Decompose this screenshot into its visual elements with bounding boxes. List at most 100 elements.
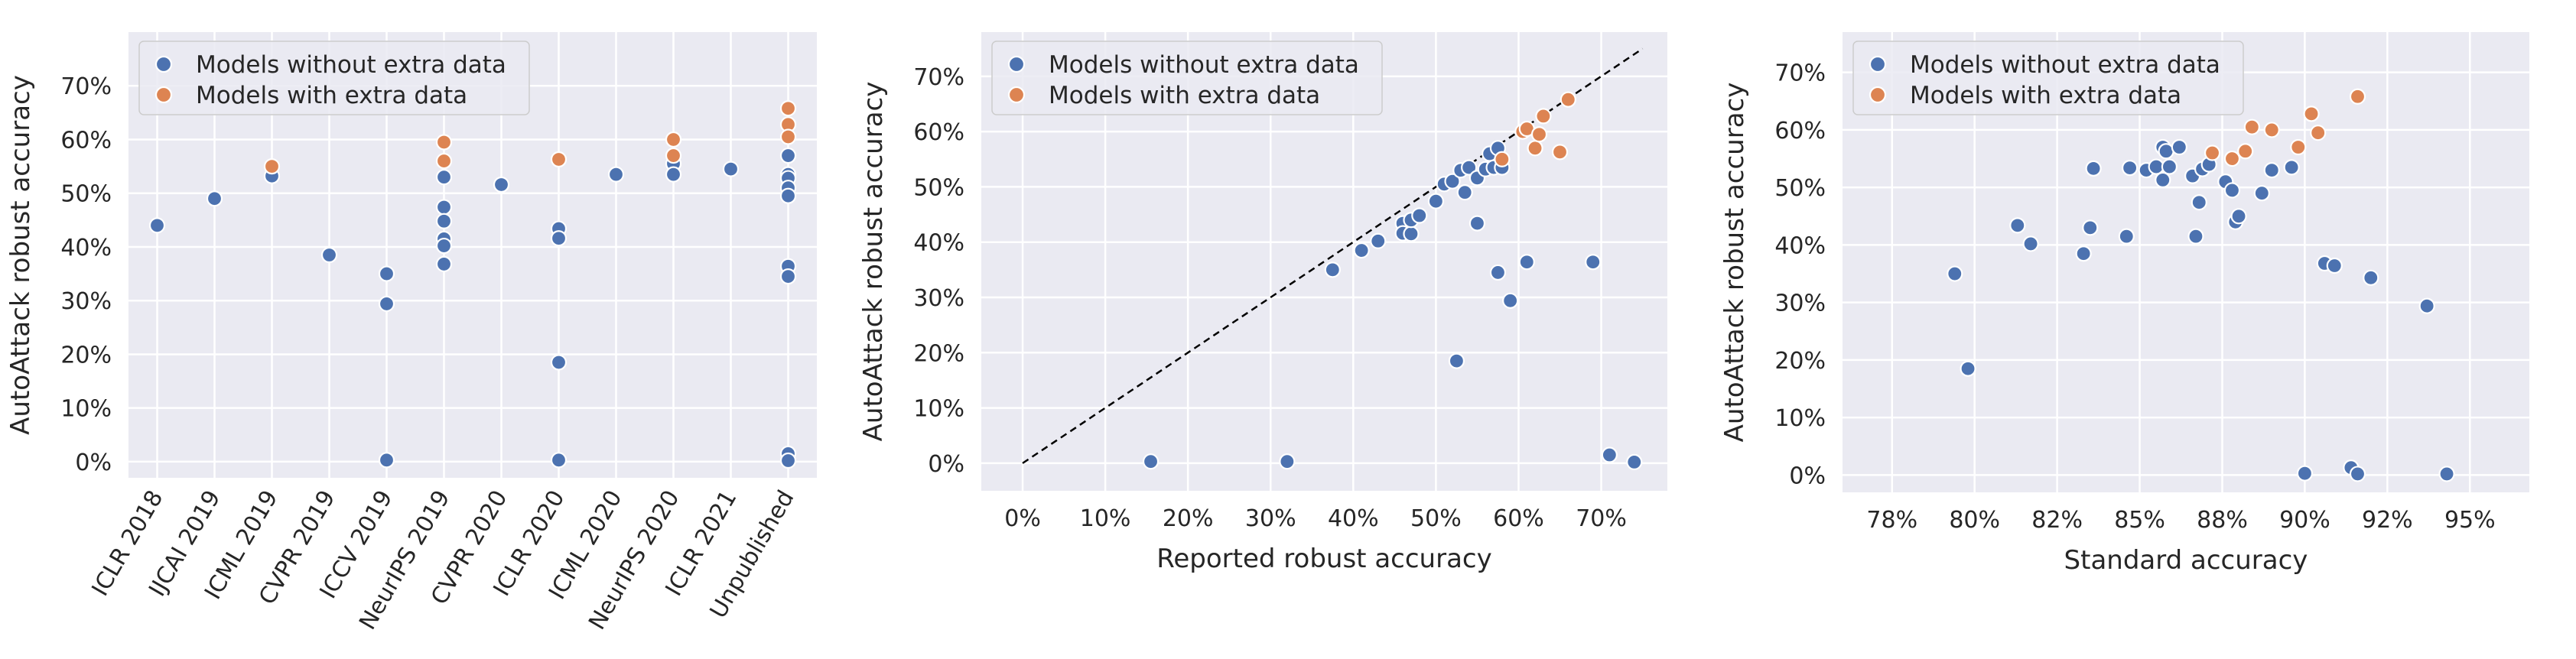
point-without-extra-data bbox=[2161, 158, 2178, 175]
y-tick-label: 70% bbox=[1774, 60, 1826, 87]
y-axis-label: AutoAttack robust accuracy bbox=[1719, 83, 1750, 443]
y-tick-label: 60% bbox=[913, 119, 964, 146]
y-tick-label: 10% bbox=[1774, 405, 1826, 432]
point-without-extra-data bbox=[206, 190, 223, 207]
legend-marker-with-extra-data bbox=[154, 86, 173, 104]
point-without-extra-data bbox=[1444, 173, 1461, 190]
point-without-extra-data bbox=[2418, 297, 2435, 314]
legend bbox=[991, 41, 1383, 115]
point-without-extra-data bbox=[2118, 228, 2135, 245]
point-without-extra-data bbox=[779, 452, 797, 469]
point-with-extra-data bbox=[2310, 125, 2327, 141]
point-without-extra-data bbox=[2363, 269, 2379, 286]
point-without-extra-data bbox=[1324, 261, 1341, 278]
point-with-extra-data bbox=[2237, 143, 2254, 160]
point-without-extra-data bbox=[1502, 292, 1519, 309]
x-tick-label: 50% bbox=[1410, 505, 1462, 532]
x-axis-label: Reported robust accuracy bbox=[1156, 544, 1491, 574]
point-without-extra-data bbox=[2148, 158, 2165, 175]
point-without-extra-data bbox=[2263, 162, 2280, 179]
point-without-extra-data bbox=[435, 169, 453, 186]
point-without-extra-data bbox=[2283, 159, 2300, 176]
point-without-extra-data bbox=[779, 147, 797, 164]
x-axis-label: Standard accuracy bbox=[2064, 545, 2308, 576]
point-without-extra-data bbox=[2158, 143, 2174, 160]
point-without-extra-data bbox=[435, 199, 453, 216]
y-tick-label: 50% bbox=[913, 174, 964, 201]
legend-marker-without-extra-data bbox=[154, 55, 173, 73]
point-without-extra-data bbox=[2326, 257, 2343, 274]
point-without-extra-data bbox=[2438, 466, 2455, 482]
x-tick-label: 40% bbox=[1328, 505, 1379, 532]
point-with-extra-data bbox=[2290, 138, 2307, 156]
point-without-extra-data bbox=[1489, 264, 1507, 281]
x-tick-label: 92% bbox=[2362, 507, 2413, 534]
y-tick-label: 50% bbox=[60, 181, 112, 208]
point-with-extra-data bbox=[435, 152, 453, 170]
x-tick-label: 90% bbox=[2279, 507, 2330, 534]
legend-marker-without-extra-data bbox=[1869, 55, 1887, 73]
legend-label-without-extra-data: Models without extra data bbox=[1910, 51, 2220, 79]
point-without-extra-data bbox=[320, 246, 338, 264]
point-without-extra-data bbox=[1370, 232, 1387, 249]
point-without-extra-data bbox=[1456, 184, 1473, 201]
point-without-extra-data bbox=[1585, 254, 1602, 271]
point-without-extra-data bbox=[2085, 160, 2102, 177]
point-without-extra-data bbox=[2155, 171, 2171, 188]
point-with-extra-data bbox=[1560, 91, 1576, 108]
point-with-extra-data bbox=[665, 147, 682, 164]
legend-marker-without-extra-data bbox=[1007, 55, 1026, 73]
point-without-extra-data bbox=[1142, 453, 1160, 470]
x-tick-label: 95% bbox=[2444, 507, 2496, 534]
point-without-extra-data bbox=[2349, 466, 2366, 482]
y-tick-label: 10% bbox=[60, 396, 112, 423]
point-with-extra-data bbox=[435, 134, 453, 151]
x-tick-label: 80% bbox=[1949, 507, 2000, 534]
legend-label-with-extra-data: Models with extra data bbox=[196, 82, 467, 109]
x-tick-label: 88% bbox=[2197, 507, 2248, 534]
x-tick-label: 60% bbox=[1493, 505, 1544, 532]
x-tick-label: 85% bbox=[2114, 507, 2165, 534]
y-tick-label: 40% bbox=[913, 230, 964, 257]
point-with-extra-data bbox=[1535, 108, 1552, 125]
point-without-extra-data bbox=[665, 166, 682, 183]
legend bbox=[1852, 41, 2244, 115]
point-without-extra-data bbox=[2230, 208, 2247, 225]
point-without-extra-data bbox=[2253, 185, 2270, 202]
y-tick-label: 10% bbox=[913, 396, 964, 423]
point-without-extra-data bbox=[2075, 245, 2092, 262]
point-with-extra-data bbox=[665, 131, 682, 148]
point-without-extra-data bbox=[1427, 193, 1444, 209]
point-without-extra-data bbox=[2082, 219, 2099, 236]
point-without-extra-data bbox=[148, 217, 166, 234]
x-tick-label: 30% bbox=[1245, 505, 1296, 532]
y-axis-label: AutoAttack robust accuracy bbox=[858, 82, 889, 442]
legend-label-with-extra-data: Models with extra data bbox=[1049, 82, 1320, 109]
point-without-extra-data bbox=[2022, 235, 2039, 252]
point-without-extra-data bbox=[2191, 194, 2207, 211]
y-tick-label: 20% bbox=[1774, 348, 1826, 375]
point-without-extra-data bbox=[2187, 228, 2204, 245]
point-without-extra-data bbox=[607, 166, 625, 183]
point-with-extra-data bbox=[2303, 106, 2320, 122]
point-without-extra-data bbox=[2122, 159, 2139, 177]
point-without-extra-data bbox=[550, 230, 568, 247]
point-without-extra-data bbox=[1626, 453, 1643, 471]
point-with-extra-data bbox=[1530, 126, 1548, 143]
y-tick-label: 20% bbox=[913, 340, 964, 367]
point-with-extra-data bbox=[779, 128, 797, 145]
x-tick-label: 82% bbox=[2031, 507, 2083, 534]
y-tick-label: 70% bbox=[913, 64, 964, 91]
point-without-extra-data bbox=[1518, 254, 1535, 271]
point-without-extra-data bbox=[722, 161, 740, 177]
legend-label-without-extra-data: Models without extra data bbox=[1049, 51, 1359, 79]
point-without-extra-data bbox=[1469, 215, 1486, 232]
point-with-extra-data bbox=[2349, 88, 2366, 105]
point-without-extra-data bbox=[779, 187, 797, 204]
chart-standard: 0% 10% 20% 30% 40% 50% 60% 70% 78% 80% 82% 85% 88% 90… bbox=[1719, 32, 2529, 576]
point-without-extra-data bbox=[1947, 265, 1963, 282]
point-without-extra-data bbox=[1279, 453, 1296, 470]
point-with-extra-data bbox=[2263, 122, 2280, 138]
